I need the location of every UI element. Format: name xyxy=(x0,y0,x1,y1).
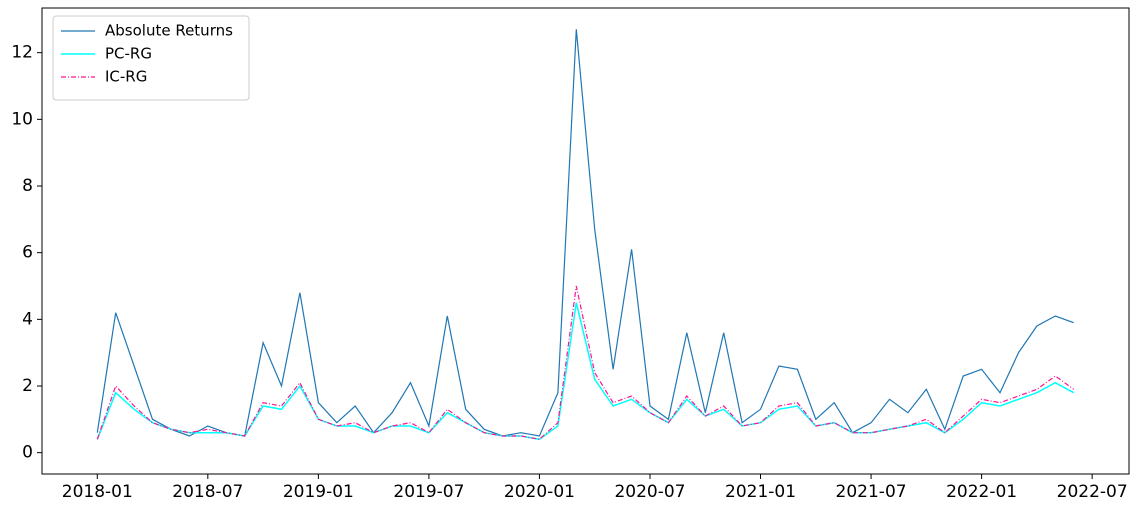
legend-label: IC-RG xyxy=(105,68,147,86)
y-tick-label: 0 xyxy=(22,443,33,463)
x-tick-label: 2018-07 xyxy=(172,482,243,502)
plot-frame xyxy=(41,7,1130,475)
series-line xyxy=(96,302,1075,441)
x-tick-label: 2019-07 xyxy=(393,482,464,502)
legend-box xyxy=(52,15,250,101)
y-tick-label: 8 xyxy=(22,176,33,196)
x-tick-label: 2022-01 xyxy=(946,482,1017,502)
x-tick-label: 2018-01 xyxy=(62,482,133,502)
legend-label: Absolute Returns xyxy=(105,22,233,40)
y-tick-label: 4 xyxy=(22,309,33,329)
x-tick-label: 2020-01 xyxy=(504,482,575,502)
legend-label: PC-RG xyxy=(105,45,152,63)
x-tick-label: 2020-07 xyxy=(614,482,685,502)
y-tick-label: 12 xyxy=(11,43,33,63)
x-tick-label: 2021-01 xyxy=(725,482,796,502)
y-tick-label: 6 xyxy=(22,243,33,263)
x-tick-label: 2022-07 xyxy=(1057,482,1128,502)
x-tick-label: 2021-07 xyxy=(836,482,907,502)
y-tick-label: 10 xyxy=(11,109,33,129)
y-tick-label: 2 xyxy=(22,376,33,396)
x-tick-label: 2019-01 xyxy=(283,482,354,502)
series-line xyxy=(96,285,1075,440)
series-line xyxy=(96,29,1074,437)
